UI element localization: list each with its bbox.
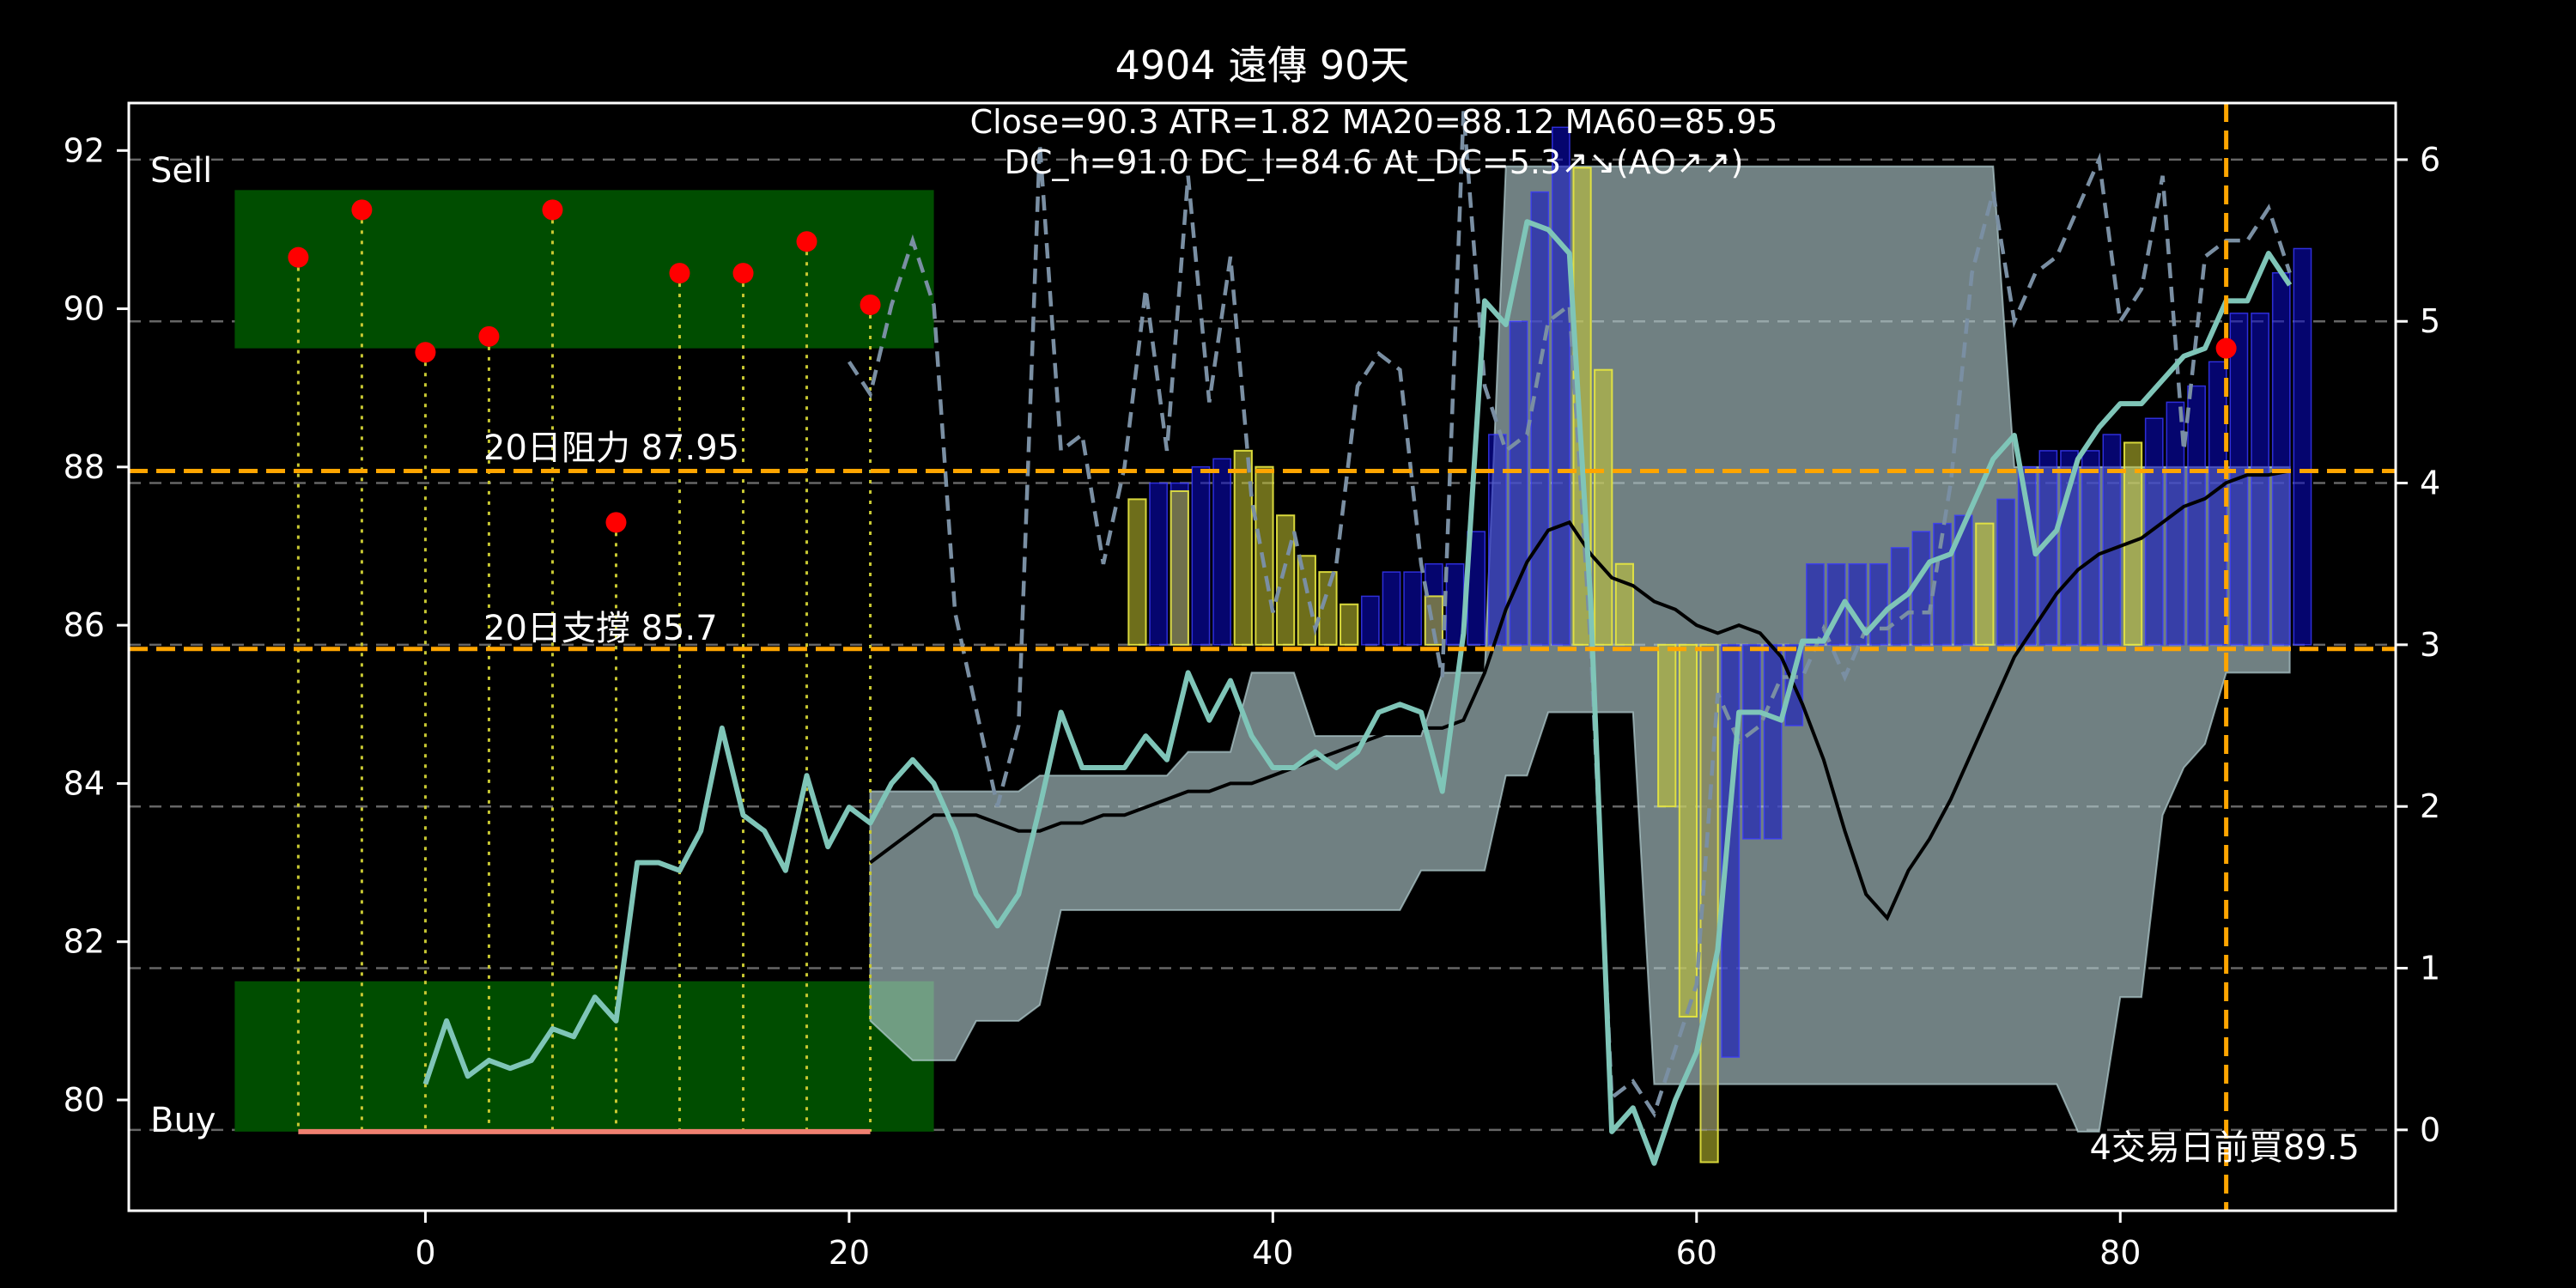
blue-bar-10 <box>1488 434 1507 646</box>
blue-bar-35 <box>2187 385 2206 646</box>
y-tick-label-2: 84 <box>64 764 105 802</box>
blue-bar-36 <box>2208 361 2227 646</box>
y2-tick-label-3: 3 <box>2420 626 2440 664</box>
blue-bar-6 <box>1403 571 1423 646</box>
signal-dot-4 <box>542 199 563 221</box>
ma-line <box>869 469 2291 921</box>
blue-bar-22 <box>1869 562 1888 646</box>
axes: 0 20 40 60 80 80 82 84 86 88 90 92 0 1 2 3 4 5 6 <box>64 131 2441 1272</box>
blue-bar-31 <box>2081 450 2100 646</box>
y2-tick-label-0: 0 <box>2420 1111 2440 1149</box>
yellow-bar-15 <box>1975 522 1995 646</box>
resistance-label: 20日阻力 87.95 <box>483 428 739 468</box>
signal-dot-0 <box>288 246 309 268</box>
close-line <box>422 219 2293 1166</box>
blue-bar-11 <box>1509 320 1528 646</box>
blue-bar-38 <box>2251 313 2269 646</box>
y2-tick-label-1: 1 <box>2420 950 2440 987</box>
y-tick-label-6: 92 <box>64 131 105 169</box>
signal-dot-2 <box>415 342 436 363</box>
blue-bar-40 <box>2293 247 2312 646</box>
y2-tick-label-5: 5 <box>2420 302 2440 340</box>
x-tick-label-0: 0 <box>415 1234 435 1272</box>
yellow-bar-5 <box>1297 555 1316 646</box>
blue-bar-34 <box>2166 401 2185 646</box>
yellow-bar-3 <box>1255 465 1274 646</box>
sell-label: Sell <box>150 151 212 191</box>
blue-bar-39 <box>2271 271 2291 646</box>
yellow-bar-0 <box>1127 498 1147 646</box>
corner-note: 4交易日前買89.5 <box>2089 1128 2360 1168</box>
signal-dot-9 <box>860 294 881 315</box>
blue-bar-32 <box>2102 434 2122 646</box>
blue-bar-33 <box>2144 417 2164 646</box>
oscillator-line <box>847 111 2292 1119</box>
yellow-bar-10 <box>1594 368 1613 646</box>
buy-label: Buy <box>150 1101 216 1140</box>
y2-tick-label-2: 2 <box>2420 787 2440 825</box>
yellow-bar-1 <box>1170 489 1189 646</box>
y2-tick-label-4: 4 <box>2420 465 2440 502</box>
signal-dot-7 <box>732 263 754 284</box>
blue-bar-17 <box>1763 644 1783 840</box>
buy-zone <box>234 981 934 1132</box>
signal-dot-1 <box>351 199 373 221</box>
blue-bar-2 <box>1191 465 1211 646</box>
yellow-bar-4 <box>1276 514 1296 646</box>
blue-bar-19 <box>1806 562 1825 646</box>
x-tick-label-3: 60 <box>1676 1234 1717 1272</box>
blue-bar-5 <box>1382 571 1401 646</box>
blue-bar-13 <box>1552 126 1571 646</box>
support-label: 20日支撐 85.7 <box>483 609 718 648</box>
plot-area <box>129 103 2396 1211</box>
chart-subtitle-line2: DC_h=91.0 DC_l=84.6 At_DC=5.3↗↘(AO↗↗) <box>1005 143 1744 181</box>
yellow-bar-13 <box>1678 643 1698 1018</box>
signal-dot-5 <box>605 512 627 533</box>
chart-subtitle-line1: Close=90.3 ATR=1.82 MA20=88.12 MA60=85.9… <box>970 103 1778 141</box>
chart-title: 4904 遠傳 90天 <box>1115 42 1410 88</box>
y-tick-label-5: 90 <box>64 290 105 328</box>
x-tick-label-1: 20 <box>829 1234 870 1272</box>
yellow-bar-11 <box>1614 562 1635 646</box>
yellow-bar-7 <box>1340 603 1359 646</box>
signal-dot-10 <box>2215 337 2237 359</box>
y-tick-label-3: 86 <box>64 606 105 644</box>
plot-content <box>129 103 2396 1211</box>
signal-dot-6 <box>669 263 690 284</box>
y-tick-label-1: 82 <box>64 923 105 961</box>
blue-bar-26 <box>1953 514 1973 646</box>
sell-zone <box>234 190 934 349</box>
blue-bar-0 <box>1149 482 1168 646</box>
plot-frame <box>127 101 2397 1212</box>
blue-bar-3 <box>1212 458 1231 646</box>
blue-bar-16 <box>1742 644 1761 840</box>
signal-dot-8 <box>796 231 817 252</box>
yellow-bar-6 <box>1318 571 1338 646</box>
y-tick-label-0: 80 <box>64 1081 105 1119</box>
blue-bar-12 <box>1530 191 1550 646</box>
x-tick-label-4: 80 <box>2099 1234 2141 1272</box>
x-tick-label-2: 40 <box>1252 1234 1293 1272</box>
yellow-bar-2 <box>1233 449 1253 646</box>
signal-dot-3 <box>478 325 500 347</box>
yellow-bar-12 <box>1657 643 1677 808</box>
blue-bar-4 <box>1360 595 1380 646</box>
blue-bar-27 <box>1996 498 2015 646</box>
y2-tick-label-6: 6 <box>2420 141 2440 179</box>
y-tick-label-4: 88 <box>64 448 105 486</box>
